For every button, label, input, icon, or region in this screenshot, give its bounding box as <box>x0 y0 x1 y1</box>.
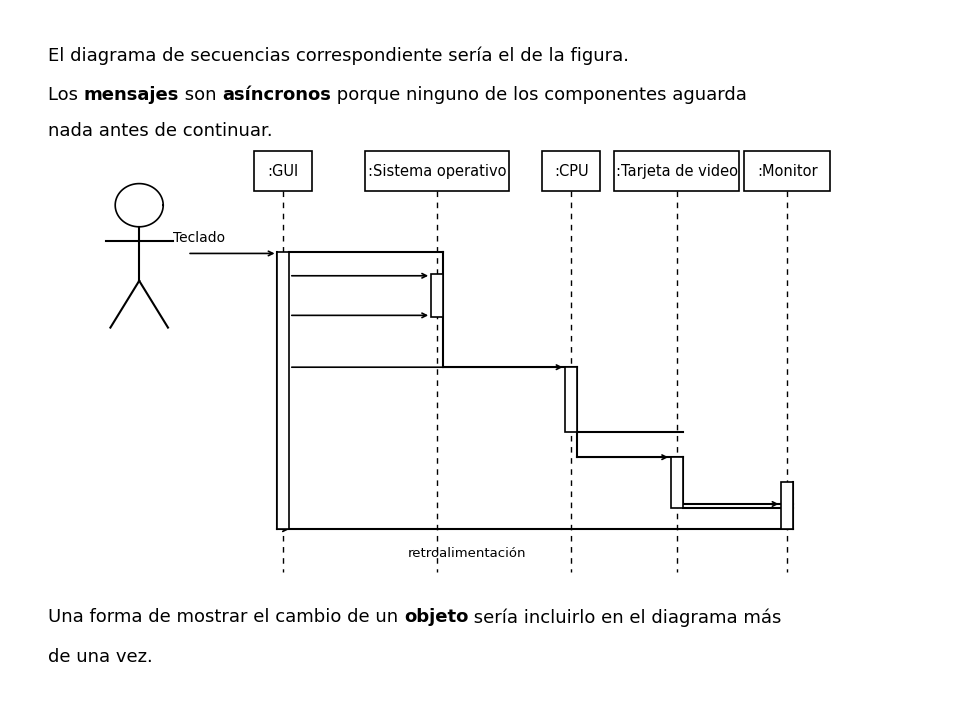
Text: El diagrama de secuencias correspondiente sería el de la figura.: El diagrama de secuencias correspondient… <box>48 47 629 66</box>
FancyBboxPatch shape <box>744 151 830 191</box>
Text: nada antes de continuar.: nada antes de continuar. <box>48 122 273 140</box>
Text: asíncronos: asíncronos <box>223 86 331 104</box>
Text: porque ninguno de los componentes aguarda: porque ninguno de los componentes aguard… <box>331 86 747 104</box>
Text: mensajes: mensajes <box>84 86 180 104</box>
FancyBboxPatch shape <box>365 151 509 191</box>
Text: retroalimentación: retroalimentación <box>408 547 526 560</box>
Text: sería incluirlo en el diagrama más: sería incluirlo en el diagrama más <box>468 608 781 627</box>
Bar <box>277 252 289 529</box>
Bar <box>781 482 793 529</box>
Text: Teclado: Teclado <box>173 230 225 245</box>
Text: son: son <box>180 86 223 104</box>
Bar <box>565 367 577 432</box>
Text: objeto: objeto <box>404 608 468 626</box>
Text: :Monitor: :Monitor <box>756 163 818 179</box>
Text: :Tarjeta de video: :Tarjeta de video <box>615 163 738 179</box>
Text: Los: Los <box>48 86 84 104</box>
FancyBboxPatch shape <box>254 151 312 191</box>
Bar <box>431 274 443 317</box>
FancyBboxPatch shape <box>542 151 600 191</box>
Text: Una forma de mostrar el cambio de un: Una forma de mostrar el cambio de un <box>48 608 404 626</box>
Text: :GUI: :GUI <box>268 163 299 179</box>
Bar <box>671 457 683 508</box>
Text: de una vez.: de una vez. <box>48 648 153 666</box>
Text: :Sistema operativo: :Sistema operativo <box>368 163 506 179</box>
Text: :CPU: :CPU <box>554 163 588 179</box>
FancyBboxPatch shape <box>614 151 739 191</box>
